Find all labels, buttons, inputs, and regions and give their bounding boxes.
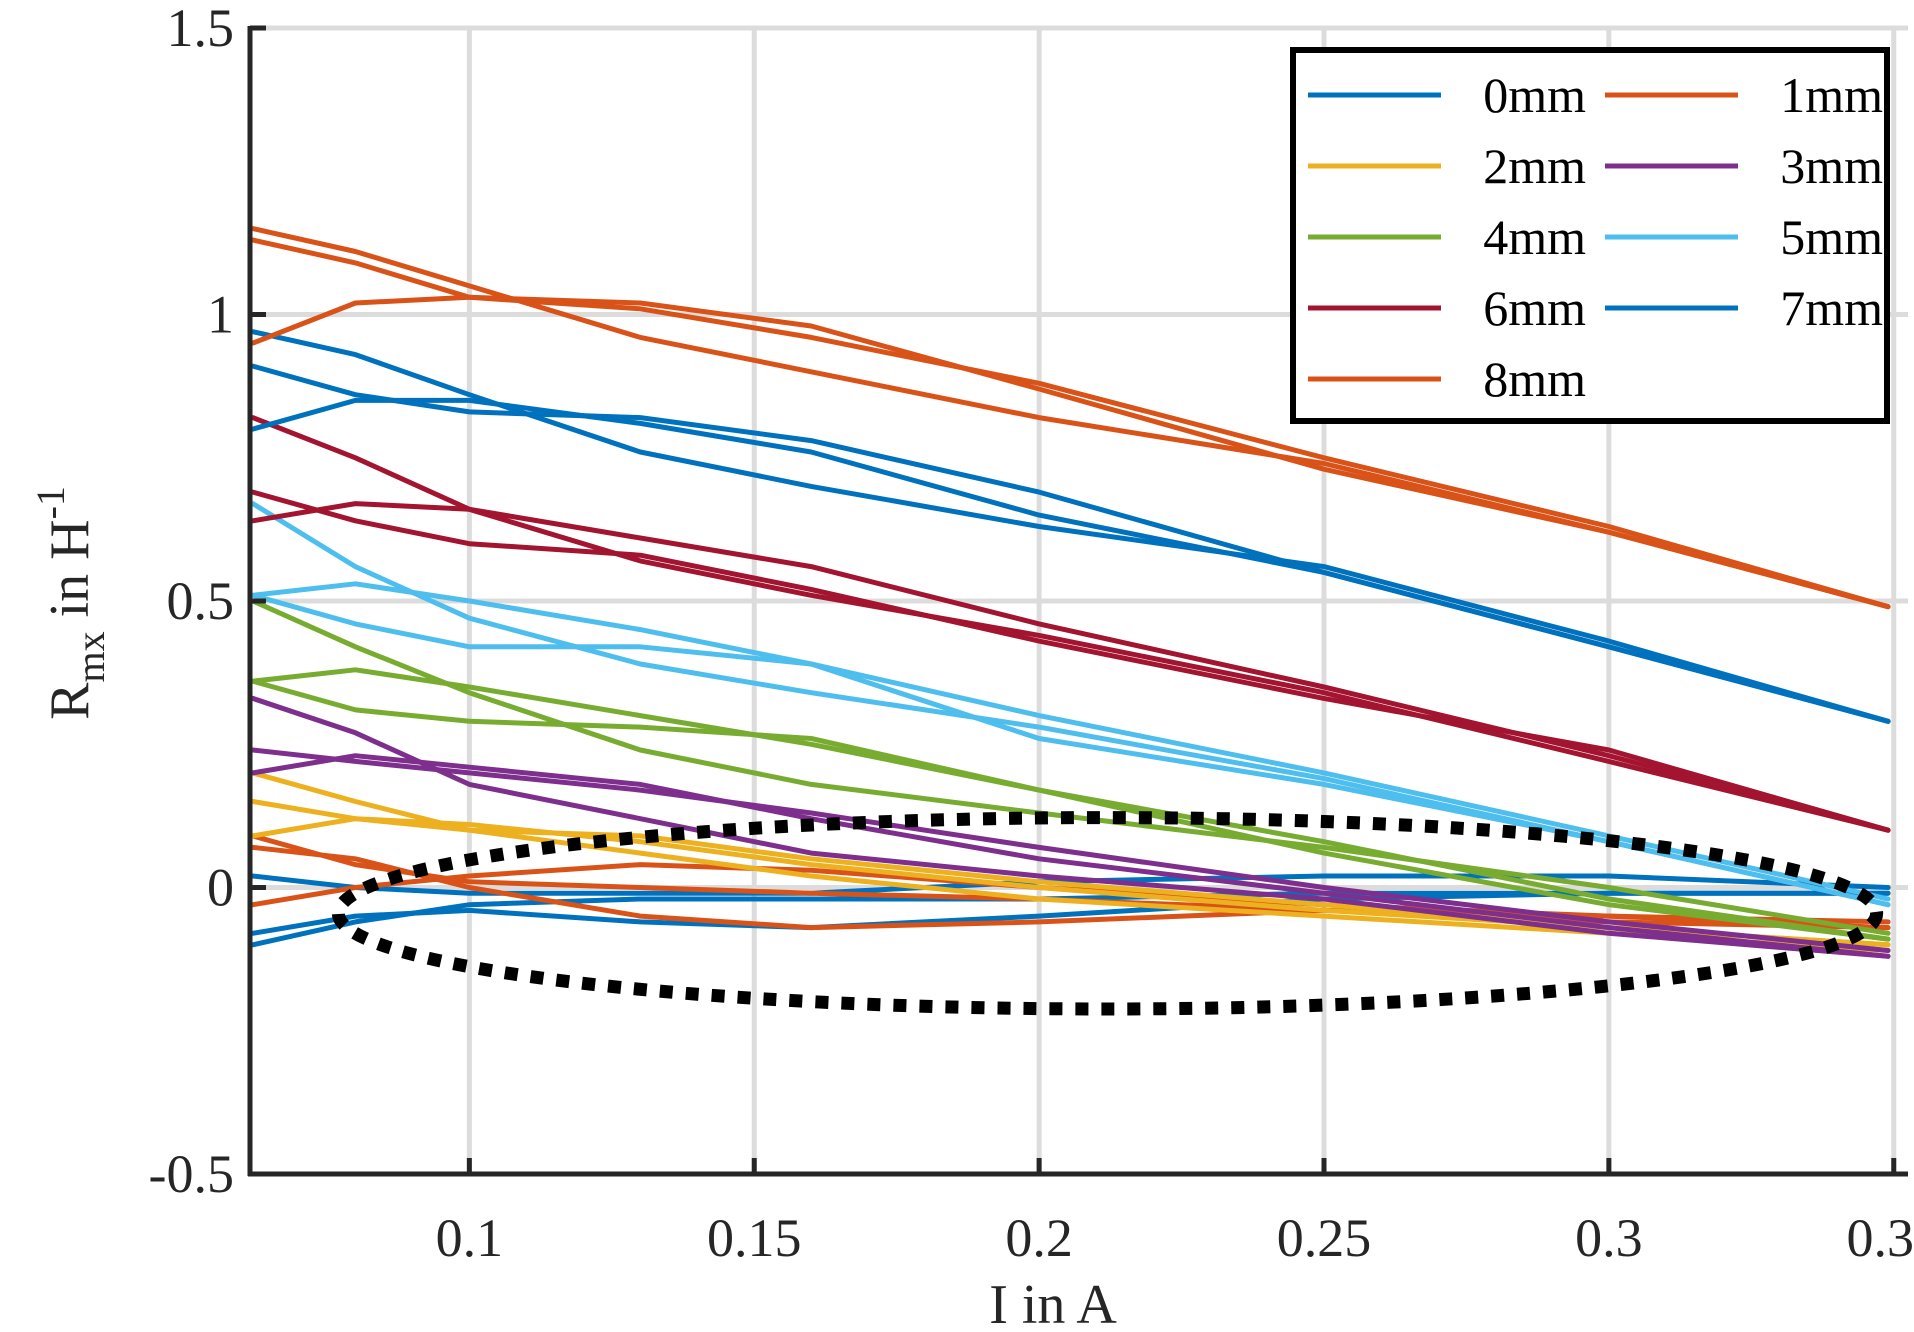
x-axis-title: I in A xyxy=(989,1274,1117,1332)
legend-label-3mm: 3mm xyxy=(1780,138,1883,194)
series-line-7mm-3 xyxy=(250,397,1891,724)
legend: 0mm 1mm 2mm 3mm 4mm 5mm 6mm 7mm 8mm xyxy=(1290,47,1890,424)
y-axis-title-main: R xyxy=(39,682,101,720)
x-tick-label: 0.3 xyxy=(1575,1208,1643,1268)
axes: 0.1 0.15 0.2 0.25 0.3 0.35 -0.5 0 0.5 1 1.5 xyxy=(149,0,1914,1268)
y-tick-label: 0.5 xyxy=(167,571,235,631)
x-tick-label: 0.25 xyxy=(1277,1208,1372,1268)
y-tick-label: -0.5 xyxy=(149,1144,234,1204)
series-line-6mm-1 xyxy=(250,415,1891,833)
series-line-6mm-3 xyxy=(250,501,1891,833)
series-lines xyxy=(250,226,1891,959)
dotted-ellipse-annotation xyxy=(331,811,1884,1016)
x-tick-label: 0.2 xyxy=(1005,1208,1073,1268)
axis-labels: I in A Rmx in H-1 xyxy=(28,486,1117,1332)
series-line-3mm-2 xyxy=(250,747,1891,953)
annotation xyxy=(331,811,1884,1016)
y-tick-label: 0 xyxy=(207,858,234,918)
series-line-4mm-2 xyxy=(250,667,1891,942)
y-axis-title-rest: in H xyxy=(39,519,101,631)
legend-label-0mm: 0mm xyxy=(1483,67,1586,123)
series-line-4mm-1 xyxy=(250,598,1891,936)
y-axis-title-subscript: mx xyxy=(68,631,113,682)
legend-label-8mm: 8mm xyxy=(1483,351,1586,407)
legend-label-2mm: 2mm xyxy=(1483,138,1586,194)
legend-label-7mm: 7mm xyxy=(1780,280,1883,336)
legend-label-1mm: 1mm xyxy=(1780,67,1883,123)
legend-label-4mm: 4mm xyxy=(1483,209,1586,265)
legend-label-5mm: 5mm xyxy=(1780,209,1883,265)
x-tick-label: 0.35 xyxy=(1847,1208,1914,1268)
legend-label-6mm: 6mm xyxy=(1483,280,1586,336)
series-line-2mm-1 xyxy=(250,770,1891,953)
series-line-3mm-1 xyxy=(250,695,1891,959)
series-line-5mm-3 xyxy=(250,592,1891,908)
x-tick-label: 0.1 xyxy=(436,1208,504,1268)
y-axis-title-superscript: -1 xyxy=(28,486,73,519)
series-line-4mm-3 xyxy=(250,678,1891,942)
series-line-8mm-2 xyxy=(250,237,1891,610)
series-line-7mm-1 xyxy=(250,329,1891,724)
y-axis-title: Rmx in H-1 xyxy=(28,486,113,720)
x-tick-label: 0.15 xyxy=(707,1208,802,1268)
y-tick-label: 1 xyxy=(207,285,234,345)
series-line-8mm-3 xyxy=(250,294,1891,610)
y-tick-label: 1.5 xyxy=(167,0,235,58)
